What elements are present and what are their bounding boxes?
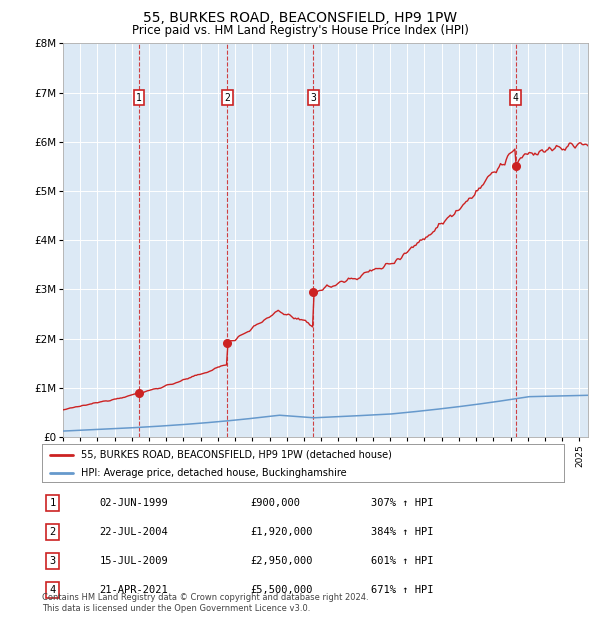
Text: 02-JUN-1999: 02-JUN-1999 bbox=[100, 498, 168, 508]
Text: 15-JUL-2009: 15-JUL-2009 bbox=[100, 556, 168, 566]
Text: 1: 1 bbox=[136, 92, 142, 102]
Text: 4: 4 bbox=[49, 585, 56, 595]
Text: 2: 2 bbox=[224, 92, 230, 102]
Text: £5,500,000: £5,500,000 bbox=[251, 585, 313, 595]
Text: 3: 3 bbox=[49, 556, 56, 566]
Text: 307% ↑ HPI: 307% ↑ HPI bbox=[371, 498, 433, 508]
Text: HPI: Average price, detached house, Buckinghamshire: HPI: Average price, detached house, Buck… bbox=[81, 467, 347, 478]
Text: 384% ↑ HPI: 384% ↑ HPI bbox=[371, 527, 433, 537]
Text: 4: 4 bbox=[513, 92, 518, 102]
Text: 1: 1 bbox=[49, 498, 56, 508]
Text: 671% ↑ HPI: 671% ↑ HPI bbox=[371, 585, 433, 595]
Text: £1,920,000: £1,920,000 bbox=[251, 527, 313, 537]
Text: £2,950,000: £2,950,000 bbox=[251, 556, 313, 566]
Text: 2: 2 bbox=[49, 527, 56, 537]
Text: 601% ↑ HPI: 601% ↑ HPI bbox=[371, 556, 433, 566]
Text: 55, BURKES ROAD, BEACONSFIELD, HP9 1PW (detached house): 55, BURKES ROAD, BEACONSFIELD, HP9 1PW (… bbox=[81, 450, 392, 459]
Text: Contains HM Land Registry data © Crown copyright and database right 2024.
This d: Contains HM Land Registry data © Crown c… bbox=[42, 593, 368, 613]
Text: 22-JUL-2004: 22-JUL-2004 bbox=[100, 527, 168, 537]
Text: 3: 3 bbox=[310, 92, 316, 102]
Text: 21-APR-2021: 21-APR-2021 bbox=[100, 585, 168, 595]
Text: 55, BURKES ROAD, BEACONSFIELD, HP9 1PW: 55, BURKES ROAD, BEACONSFIELD, HP9 1PW bbox=[143, 11, 457, 25]
Text: £900,000: £900,000 bbox=[251, 498, 301, 508]
Text: Price paid vs. HM Land Registry's House Price Index (HPI): Price paid vs. HM Land Registry's House … bbox=[131, 24, 469, 37]
